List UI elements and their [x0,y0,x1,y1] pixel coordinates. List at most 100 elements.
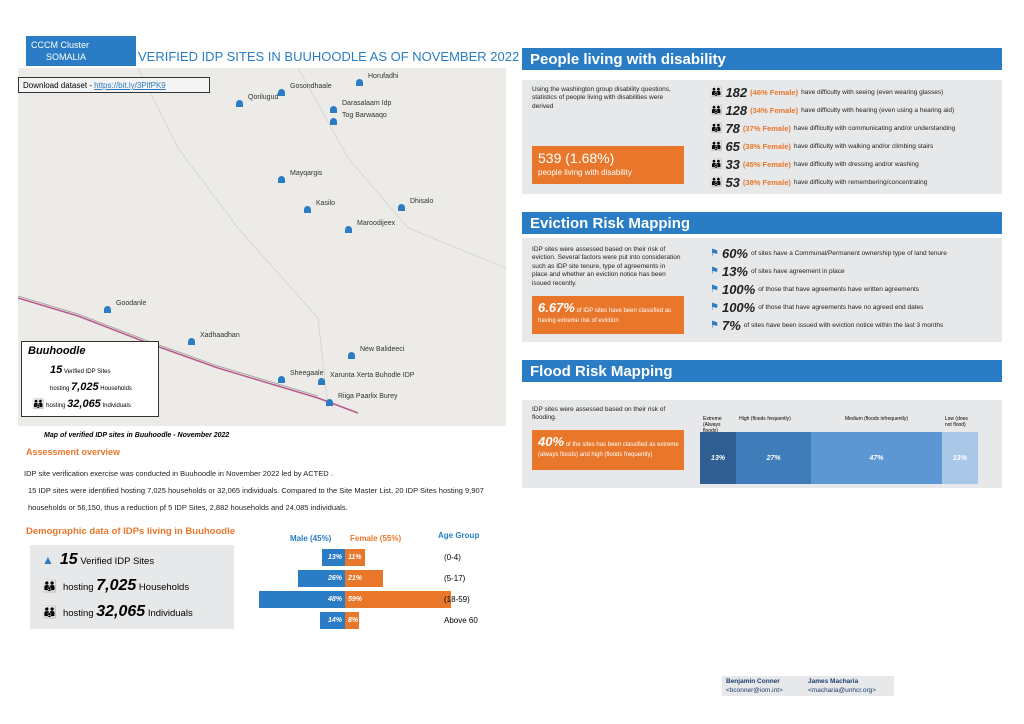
summary-icon: 👪 [42,579,57,593]
people-icon: 👪 [710,176,723,188]
flood-segment: 13% [941,432,978,484]
summary-value: 7,025 [96,577,137,594]
description: of sites have been issued with eviction … [743,321,944,329]
download-box: Download dataset - https://bit.ly/3PlfPK… [18,77,210,93]
category-label: Low (does not flood) [944,416,968,428]
intro: Using the washington group disability qu… [532,86,671,110]
value: 7% [721,317,741,333]
map-summary: Buuhoodle 15 Verified IDP Sites hosting … [21,341,159,417]
site-marker [188,338,195,345]
value-label: 26% [327,575,342,582]
site-marker [330,118,337,125]
eviction-item: ⚑ 13% of sites have agreement in place [710,262,947,280]
value: 100% [721,299,756,315]
summary-icon: 👪 [42,605,57,619]
female-share: (37% Female) [742,123,791,133]
summary-prefix: hosting [62,608,94,619]
female-bar: 8% [345,612,360,629]
section-header: Flood Risk Mapping [522,360,1002,382]
value: 13% [721,263,748,279]
count: 53 [725,174,740,190]
disability-item: 👪 33 (45% Female) have difficulty with dres… [710,155,955,173]
value-label: 59% [348,596,363,603]
paragraph: IDP site verification exercise was condu… [24,469,333,478]
count: 33 [725,156,740,172]
male-bar: 13% [321,549,345,566]
count: 182 [725,84,748,100]
logo: CCCM Cluster SOMALIA [26,36,136,66]
eviction-panel: IDP sites were assessed based on their r… [522,238,1002,342]
count: 78 [725,120,740,136]
description: have difficulty with walking and/or clim… [793,142,934,150]
eviction-item: ⚑ 100% of those that have agreements have … [710,298,947,316]
place-label: Darasalaam Idp [342,100,392,107]
age-label: (18-59) [444,595,470,604]
value-label: 27% [766,454,781,462]
place-label: Qorilugud [248,94,279,101]
place-label: Horufadhi [368,73,399,80]
summary-label: Households [100,386,132,392]
place-label: Sheegaale [290,370,324,377]
highlight-block: 6.67% of IDP sites have been classified … [538,299,680,326]
disability-item: 👪 182 (46% Female) have difficulty with see… [710,83,955,101]
category-label: High (floods frequently) [739,416,791,422]
highlight: 6.67% of IDP sites have been classified … [532,296,684,334]
section-heading: Assessment overview [26,447,121,457]
place-label: Maroodijeex [357,220,396,227]
eviction-icon: ⚑ [710,247,719,259]
disability-item: 👪 128 (34% Female) have difficulty with hea… [710,101,955,119]
eviction-item: ⚑ 7% of sites have been issued with evicti… [710,316,947,334]
eviction-icon: ⚑ [710,301,719,313]
eviction-list: ⚑ 60% of sites have a Communal/Permanent o… [710,244,947,334]
description: of sites have agreement in place [751,267,845,275]
map-caption: Map of verified IDP sites in Buuhoodle -… [44,432,230,439]
highlight-value: 6.67% [538,300,575,315]
summary-value: 15 [59,551,78,568]
count: 128 [725,102,748,118]
disability-item: 👪 78 (37% Female) have difficulty with comm… [710,119,955,137]
track [137,68,329,409]
male-bar: 26% [298,570,345,587]
summary-label: Individuals [102,403,131,409]
people-icon: 👪 [710,140,723,152]
female-share: (46% Female) [750,87,799,97]
summary-prefix: hosting [62,582,94,593]
pyramid-header: Male (45%) [290,534,332,543]
section-header: Eviction Risk Mapping [522,212,1002,234]
highlight-value: 40% [538,434,565,449]
category-label: Extreme (Always floods) [703,416,722,434]
summary-label: Individuals [147,608,193,619]
female-share: (34% Female) [750,105,799,115]
section-heading: Demographic data of IDPs living in Buuho… [26,526,236,537]
place-label: Tog Barwaaqo [342,112,387,119]
description: have difficulty with dressing and/or was… [793,160,919,168]
age-label: (5-17) [444,574,466,583]
site-marker [326,399,333,406]
female-share: (45% Female) [742,159,791,169]
people-icon: 👪 [32,399,45,410]
page-title: VERIFIED IDP SITES IN BUUHOODLE AS OF NO… [138,49,520,64]
site-marker [278,376,285,383]
intro: IDP sites were assessed based on their r… [532,246,681,287]
highlight: 539 (1.68%) people living with disabilit… [532,146,684,184]
people-icon: 👪 [710,122,723,134]
download-link[interactable]: https://bit.ly/3PlfPK9 [94,81,166,90]
value: 60% [721,245,748,261]
count: 65 [725,138,740,154]
site-marker [356,79,363,86]
site-marker [278,89,285,96]
pyramid-header: Female (55%) [350,534,402,543]
highlight: 40% of the sites has been classified as … [532,430,684,470]
contact-name: Benjamin Conner [726,678,780,685]
value-label: 11% [348,554,362,561]
summary-icon: ▲ [42,553,54,567]
summary-label: Households [138,582,190,593]
place-label: Mayqargis [290,170,323,177]
female-share: (38% Female) [742,177,791,187]
male-bar: 14% [319,612,345,629]
description: have difficulty with communicating and/o… [793,124,956,132]
summary-row: 15 Verified IDP Sites [50,364,111,376]
description: of sites have a Communal/Permanent owner… [751,249,947,257]
value-label: 48% [327,596,342,603]
